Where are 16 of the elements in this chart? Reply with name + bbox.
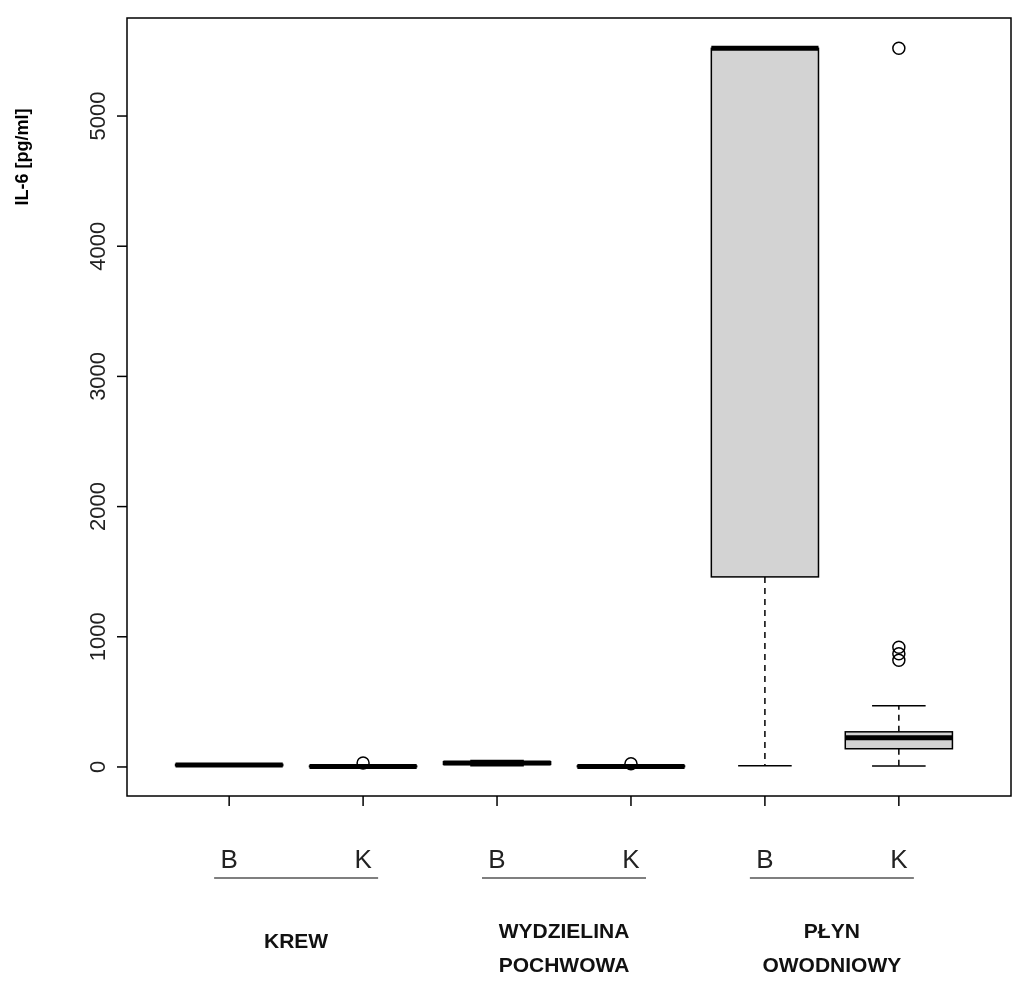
x-tick-label: K bbox=[354, 844, 373, 874]
y-tick-label: 1000 bbox=[85, 612, 110, 662]
x-tick-label: K bbox=[890, 844, 909, 874]
y-tick-label: 0 bbox=[85, 760, 110, 774]
x-tick-label: B bbox=[756, 844, 774, 874]
y-axis-title: IL-6 [pg/ml] bbox=[12, 108, 32, 206]
x-tick-label: B bbox=[488, 844, 506, 874]
text: KREW bbox=[264, 929, 329, 952]
y-tick-label: 3000 bbox=[85, 351, 110, 401]
x-tick-label: B bbox=[220, 844, 238, 874]
text: PŁYN OWODNIOWY bbox=[762, 919, 902, 976]
y-tick-label: 2000 bbox=[85, 482, 110, 532]
x-tick-label: K bbox=[622, 844, 641, 874]
y-tick-label: 4000 bbox=[85, 221, 110, 271]
text: WYDZIELINA POCHWOWA bbox=[498, 919, 630, 976]
y-tick-label: 5000 bbox=[85, 91, 110, 141]
